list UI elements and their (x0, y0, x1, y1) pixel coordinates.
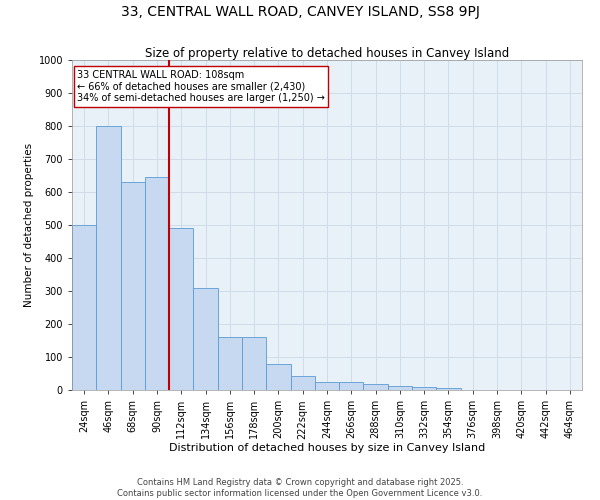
Bar (315, 382, 339, 390)
Bar (388, 386, 412, 390)
Title: Size of property relative to detached houses in Canvey Island: Size of property relative to detached ho… (145, 47, 509, 60)
Text: 33, CENTRAL WALL ROAD, CANVEY ISLAND, SS8 9PJ: 33, CENTRAL WALL ROAD, CANVEY ISLAND, SS… (121, 5, 479, 19)
Bar (121, 182, 145, 390)
Bar (169, 228, 193, 390)
Bar (242, 337, 266, 390)
Text: 33 CENTRAL WALL ROAD: 108sqm
← 66% of detached houses are smaller (2,430)
34% of: 33 CENTRAL WALL ROAD: 108sqm ← 66% of de… (77, 70, 325, 103)
X-axis label: Distribution of detached houses by size in Canvey Island: Distribution of detached houses by size … (169, 442, 485, 452)
Bar (72, 225, 96, 390)
Bar (339, 382, 364, 390)
Bar (193, 288, 218, 390)
Bar (266, 364, 290, 390)
Bar (436, 388, 461, 390)
Y-axis label: Number of detached properties: Number of detached properties (25, 143, 34, 307)
Bar (145, 177, 169, 390)
Text: Contains HM Land Registry data © Crown copyright and database right 2025.
Contai: Contains HM Land Registry data © Crown c… (118, 478, 482, 498)
Bar (364, 384, 388, 390)
Bar (96, 126, 121, 390)
Bar (290, 376, 315, 390)
Bar (218, 337, 242, 390)
Bar (412, 386, 436, 390)
